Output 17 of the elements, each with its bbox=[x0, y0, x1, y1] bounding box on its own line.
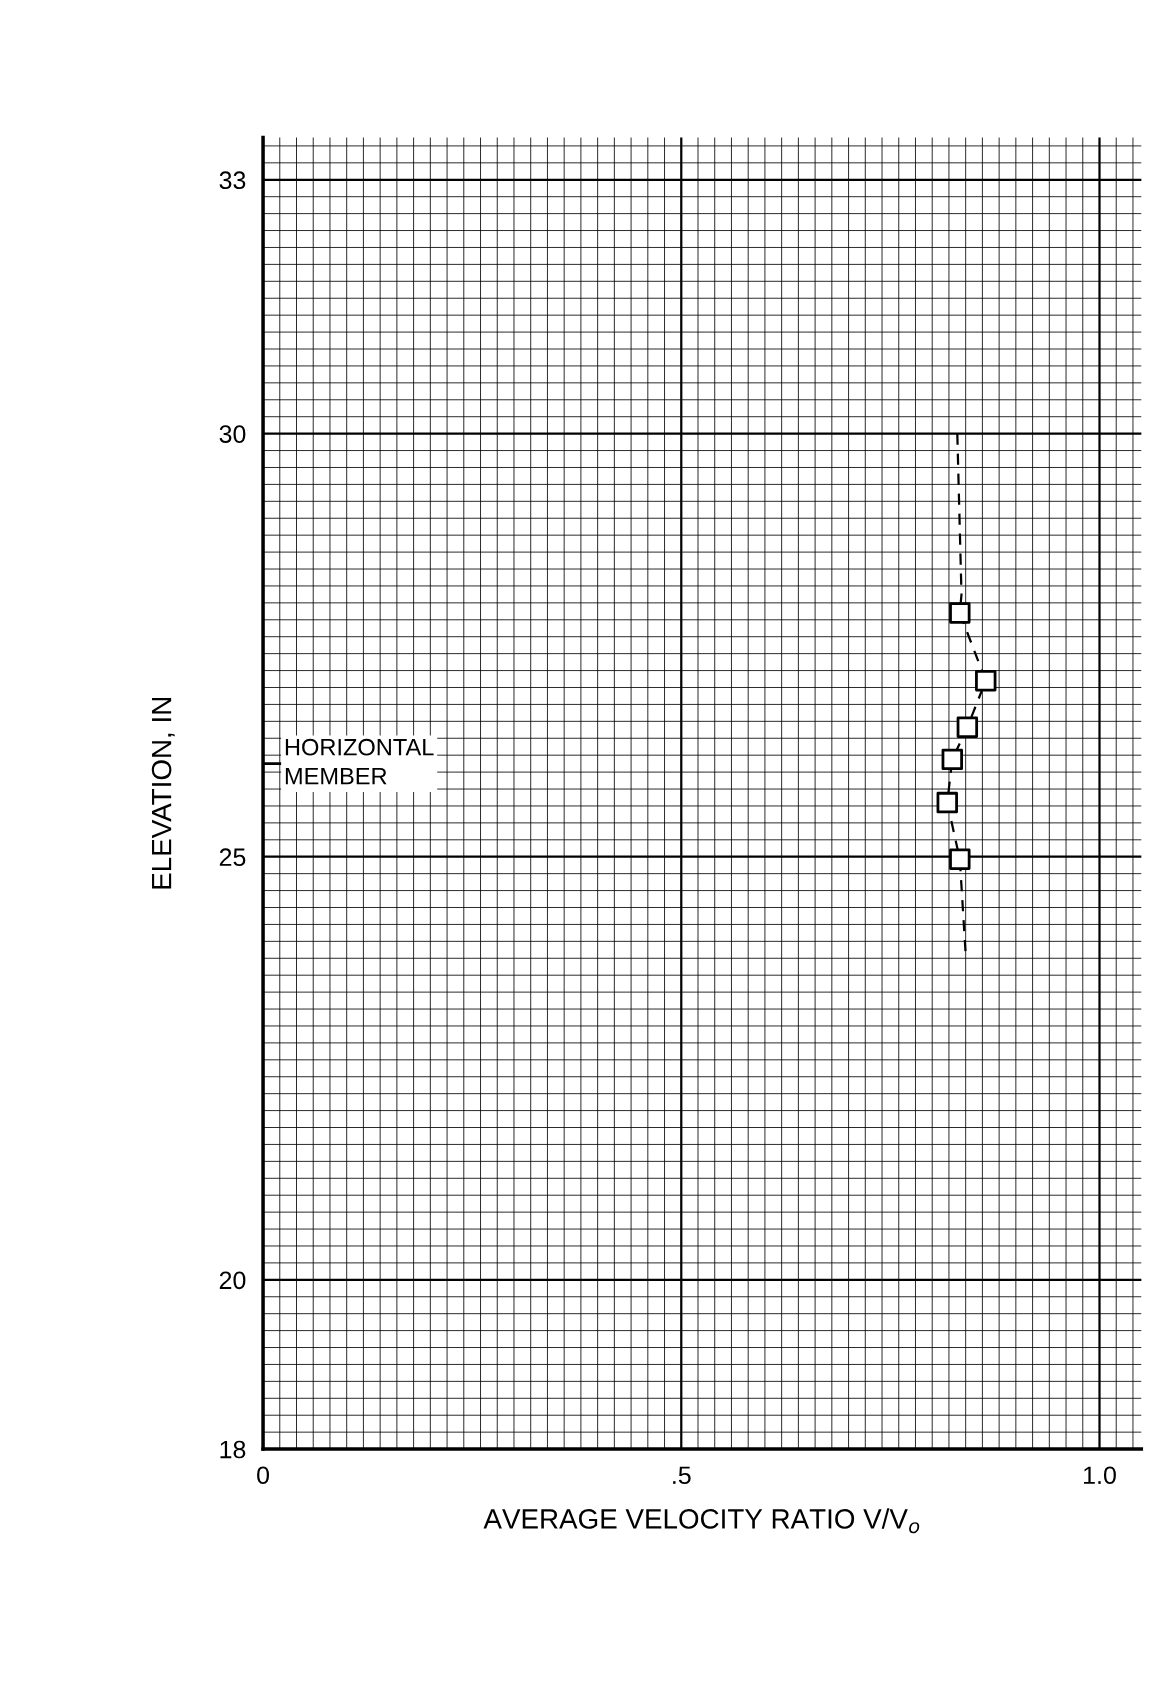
x-tick-label: 1.0 bbox=[1084, 1466, 1116, 1485]
point bbox=[936, 791, 958, 814]
point bbox=[949, 602, 971, 624]
point bbox=[949, 848, 971, 870]
x-tick-label: .5 bbox=[673, 1466, 691, 1485]
point bbox=[941, 748, 963, 771]
y-tick-label: 25 bbox=[219, 848, 246, 867]
ref-line-label: HORIZONTAL MEMBER bbox=[285, 738, 434, 785]
x-tick-label: 0 bbox=[257, 1466, 270, 1485]
point bbox=[975, 670, 997, 692]
y-tick-label: 18 bbox=[220, 1440, 246, 1459]
y-tick-label: 20 bbox=[219, 1271, 246, 1290]
x-axis-title: AVERAGE VELOCITY RATIO V/V$_{o}$ bbox=[483, 1508, 920, 1534]
y-axis-title: ELEVATION, IN bbox=[151, 698, 175, 889]
point bbox=[956, 716, 979, 738]
y-tick-label: 33 bbox=[219, 171, 246, 190]
y-tick-label: 30 bbox=[219, 425, 246, 443]
